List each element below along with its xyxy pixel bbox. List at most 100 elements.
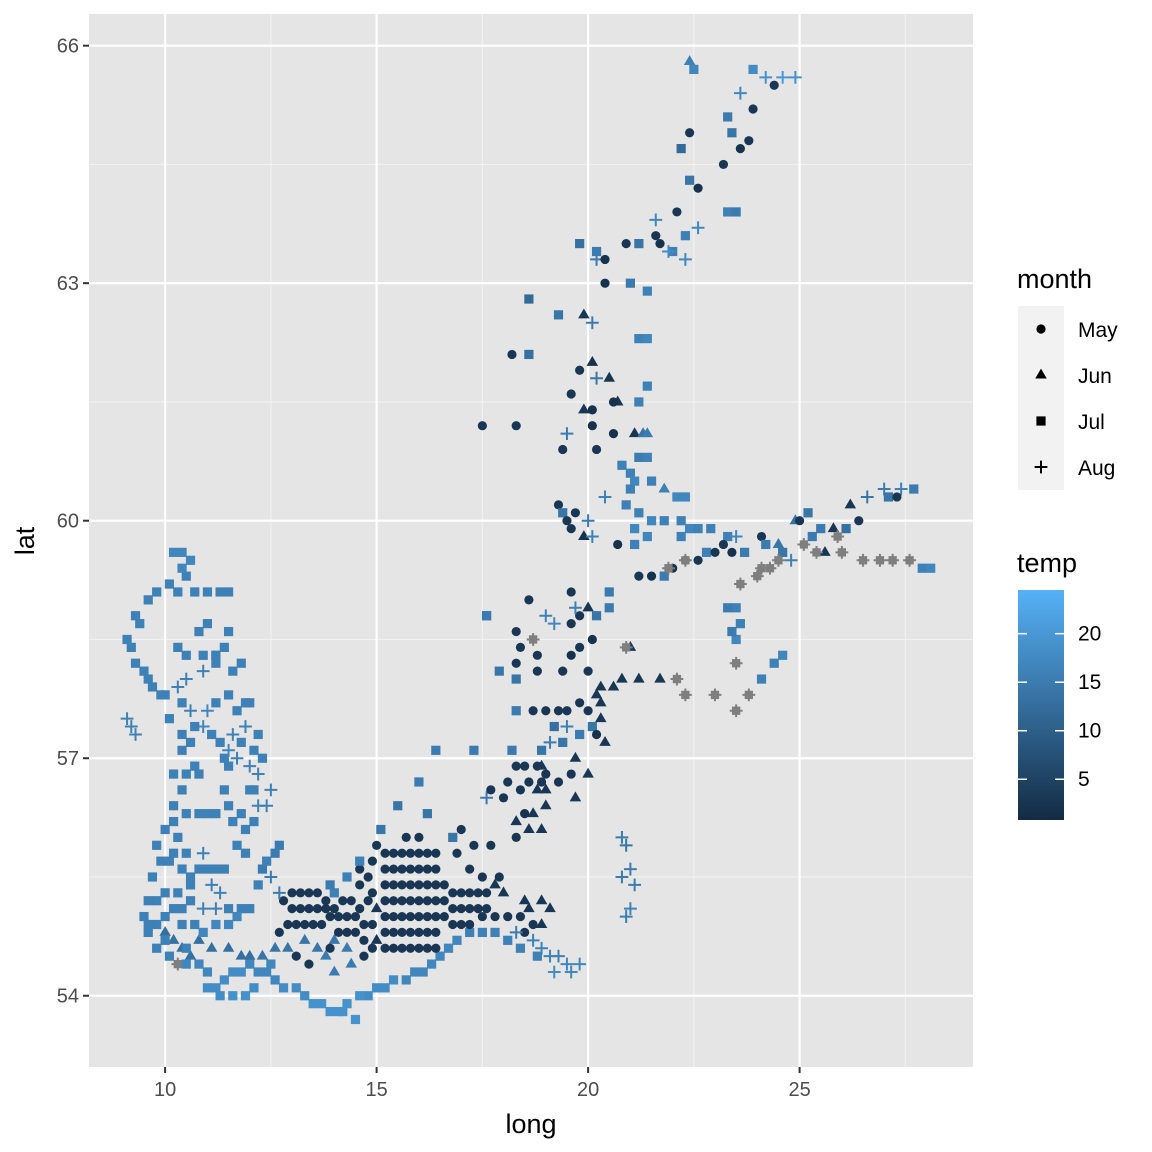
data-point bbox=[630, 524, 640, 534]
data-point bbox=[515, 943, 526, 953]
legend-label-jul: Jul bbox=[1078, 411, 1105, 434]
data-point bbox=[831, 530, 845, 543]
data-point bbox=[173, 832, 183, 842]
data-point bbox=[625, 278, 635, 288]
data-point bbox=[236, 809, 246, 819]
data-point bbox=[708, 688, 722, 702]
data-point bbox=[367, 888, 377, 898]
data-point bbox=[710, 547, 720, 557]
data-point bbox=[239, 720, 252, 733]
data-point bbox=[685, 128, 695, 138]
data-point bbox=[578, 530, 590, 541]
data-point bbox=[405, 864, 416, 874]
data-point bbox=[414, 848, 424, 858]
data-point bbox=[181, 959, 191, 969]
data-point bbox=[372, 840, 382, 850]
data-point bbox=[748, 64, 758, 75]
data-point bbox=[621, 239, 631, 249]
y-axis-title: lat bbox=[10, 526, 40, 555]
data-point bbox=[226, 728, 240, 741]
data-point bbox=[634, 334, 644, 344]
data-point bbox=[223, 761, 234, 771]
data-point bbox=[452, 848, 462, 858]
data-point bbox=[181, 943, 191, 953]
data-point bbox=[164, 579, 174, 589]
data-point bbox=[272, 886, 286, 900]
data-point bbox=[515, 642, 526, 652]
data-point bbox=[422, 911, 432, 922]
data-point bbox=[587, 721, 597, 732]
data-point bbox=[788, 70, 802, 84]
data-point bbox=[168, 801, 179, 811]
data-point bbox=[160, 824, 170, 835]
data-point bbox=[583, 666, 593, 676]
data-point bbox=[355, 904, 365, 914]
data-point bbox=[235, 949, 248, 960]
data-point bbox=[750, 569, 764, 583]
data-point bbox=[422, 896, 432, 906]
data-point bbox=[511, 421, 521, 431]
data-point bbox=[346, 896, 356, 906]
data-point bbox=[257, 864, 268, 874]
legend-label-may: May bbox=[1078, 319, 1118, 342]
data-point bbox=[599, 735, 611, 746]
data-point bbox=[615, 870, 629, 884]
data-point bbox=[422, 927, 432, 938]
data-point bbox=[591, 444, 602, 455]
data-point bbox=[613, 539, 623, 550]
data-point bbox=[634, 508, 644, 518]
data-point bbox=[257, 753, 268, 763]
data-point bbox=[585, 530, 599, 543]
data-point bbox=[202, 983, 213, 993]
data-point bbox=[341, 941, 353, 952]
data-point bbox=[844, 498, 857, 509]
data-point bbox=[223, 587, 234, 597]
data-point bbox=[274, 840, 284, 850]
data-point bbox=[625, 468, 635, 478]
data-point bbox=[748, 104, 758, 114]
data-point bbox=[520, 927, 530, 938]
data-point bbox=[397, 848, 407, 858]
legend-month-keys bbox=[1018, 306, 1064, 490]
data-point bbox=[481, 611, 492, 621]
data-point bbox=[625, 484, 635, 494]
data-point bbox=[526, 633, 540, 646]
data-point bbox=[194, 959, 204, 969]
data-point bbox=[251, 767, 265, 781]
data-point bbox=[388, 943, 399, 953]
data-point bbox=[727, 547, 737, 557]
data-point bbox=[578, 308, 590, 319]
y-tick-label: 66 bbox=[57, 36, 79, 58]
data-point bbox=[816, 524, 826, 534]
data-point bbox=[616, 672, 628, 683]
data-point bbox=[619, 838, 633, 852]
data-point bbox=[236, 658, 246, 668]
data-point bbox=[769, 658, 779, 668]
data-point bbox=[739, 547, 750, 557]
data-point bbox=[670, 672, 684, 686]
data-point bbox=[228, 967, 238, 977]
data-point bbox=[733, 86, 747, 100]
data-point bbox=[532, 650, 542, 660]
data-point bbox=[756, 531, 767, 542]
data-point bbox=[196, 902, 210, 916]
data-point bbox=[205, 941, 218, 952]
data-point bbox=[397, 896, 407, 906]
data-point bbox=[676, 531, 686, 542]
data-point bbox=[515, 785, 526, 795]
data-point bbox=[607, 680, 620, 691]
data-point bbox=[654, 672, 666, 683]
data-point bbox=[536, 777, 547, 787]
data-point bbox=[435, 951, 445, 961]
data-point bbox=[168, 769, 179, 779]
data-point bbox=[473, 904, 483, 914]
data-point bbox=[685, 524, 695, 534]
data-point bbox=[219, 642, 229, 652]
data-point bbox=[566, 650, 576, 660]
data-point bbox=[465, 927, 475, 938]
data-point bbox=[642, 334, 652, 344]
data-point bbox=[733, 577, 747, 591]
data-point bbox=[672, 492, 682, 502]
data-point bbox=[414, 880, 424, 890]
data-point bbox=[604, 587, 614, 597]
